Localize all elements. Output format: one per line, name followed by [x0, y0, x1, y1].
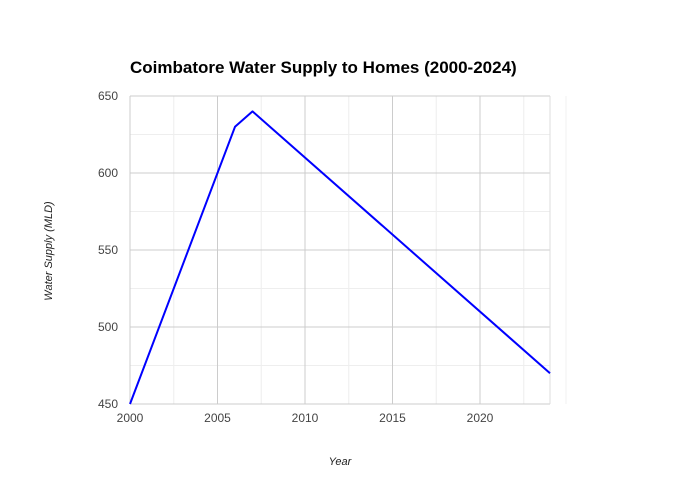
tick-labels: 2000 2005 2010 2015 2020 450 500 550 600 650	[98, 89, 494, 425]
x-tick-label: 2015	[379, 411, 406, 425]
x-tick-label: 2000	[117, 411, 144, 425]
y-tick-label: 550	[98, 243, 118, 257]
chart-title: Coimbatore Water Supply to Homes (2000-2…	[130, 58, 517, 77]
series-layer	[129, 110, 551, 405]
major-gridlines	[129, 95, 567, 405]
y-axis-title: Water Supply (MLD)	[43, 201, 55, 301]
x-axis-title: Year	[329, 456, 353, 468]
x-tick-label: 2005	[204, 411, 231, 425]
series-line	[129, 110, 551, 405]
y-tick-label: 450	[98, 397, 118, 411]
x-tick-label: 2020	[467, 411, 494, 425]
y-tick-label: 600	[98, 166, 118, 180]
y-tick-label: 650	[98, 89, 118, 103]
y-tick-label: 500	[98, 320, 118, 334]
x-tick-label: 2010	[292, 411, 319, 425]
